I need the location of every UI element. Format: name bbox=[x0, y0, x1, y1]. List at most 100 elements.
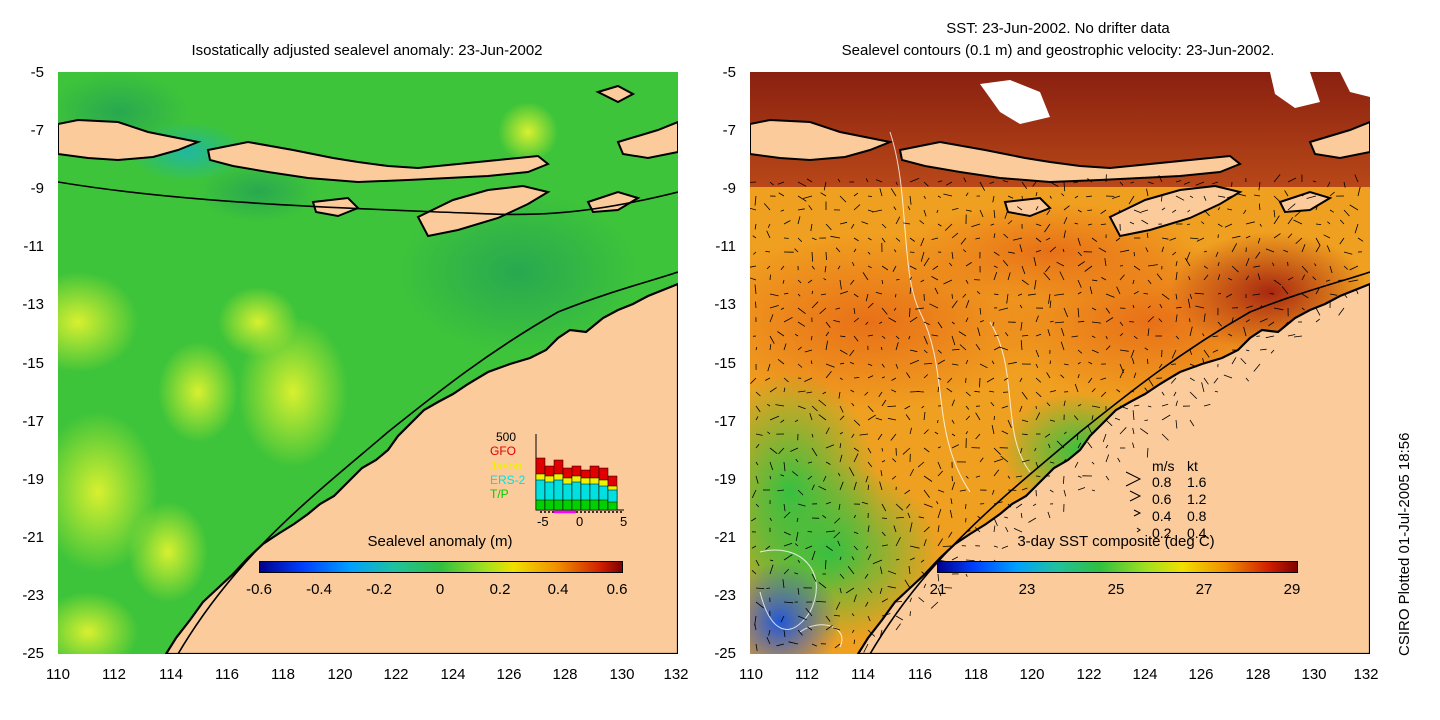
velocity-arrow bbox=[993, 233, 996, 239]
velocity-arrow bbox=[923, 429, 929, 435]
velocity-arrow bbox=[1189, 318, 1191, 323]
velocity-arrow bbox=[881, 279, 884, 284]
velocity-arrow bbox=[825, 530, 836, 533]
velocity-arrow bbox=[951, 399, 955, 407]
velocity-arrow bbox=[1047, 329, 1051, 337]
velocity-arrow bbox=[1287, 217, 1294, 225]
velocity-arrow bbox=[1035, 206, 1039, 211]
velocity-arrow bbox=[993, 334, 999, 337]
velocity-arrow bbox=[965, 262, 972, 267]
velocity-arrow bbox=[881, 237, 886, 243]
velocity-arrow bbox=[806, 391, 813, 394]
velocity-arrow bbox=[797, 629, 803, 636]
velocity-arrow bbox=[1213, 377, 1219, 384]
velocity-arrow bbox=[1077, 475, 1082, 478]
velocity-arrow bbox=[951, 207, 959, 211]
right-x-tick: 116 bbox=[908, 666, 932, 683]
velocity-arrow bbox=[1329, 265, 1333, 274]
velocity-arrow bbox=[1343, 209, 1350, 217]
velocity-arrow bbox=[946, 387, 953, 393]
velocity-arrow bbox=[864, 573, 869, 579]
velocity-arrow bbox=[1000, 455, 1009, 463]
velocity-arrow bbox=[1048, 293, 1051, 304]
velocity-arrow bbox=[811, 447, 818, 457]
velocity-arrow bbox=[864, 391, 869, 396]
velocity-arrow bbox=[795, 531, 799, 541]
velocity-arrow bbox=[783, 503, 786, 512]
sst-colorbar-label: 3-day SST composite (deg C) bbox=[1017, 533, 1215, 550]
left-x-tick: 126 bbox=[496, 666, 522, 683]
velocity-arrow bbox=[867, 629, 876, 637]
velocity-arrow bbox=[1257, 237, 1261, 244]
sst-colorbar-tick: 29 bbox=[1283, 581, 1301, 598]
velocity-arrow bbox=[993, 415, 995, 421]
velocity-arrow bbox=[979, 377, 981, 388]
velocity-arrow bbox=[1091, 279, 1098, 282]
velocity-arrow bbox=[1035, 223, 1042, 227]
velocity-arrow bbox=[769, 344, 772, 351]
velocity-arrow bbox=[875, 291, 883, 295]
velocity-arrow bbox=[839, 415, 845, 421]
velocity-arrow bbox=[1315, 287, 1320, 295]
velocity-arrow bbox=[1017, 293, 1023, 296]
velocity-arrow bbox=[825, 251, 827, 261]
velocity-arrow bbox=[823, 181, 827, 191]
velocity-arrow bbox=[867, 484, 870, 491]
velocity-arrow bbox=[851, 433, 855, 438]
velocity-arrow bbox=[1077, 362, 1081, 365]
left-x-tick: 120 bbox=[327, 666, 353, 683]
velocity-arrow bbox=[1105, 307, 1111, 314]
velocity-arrow bbox=[769, 559, 774, 562]
velocity-arrow bbox=[991, 425, 995, 435]
velocity-arrow bbox=[1245, 319, 1250, 323]
right-y-tick: -13 bbox=[714, 296, 736, 313]
velocity-arrow bbox=[839, 291, 849, 295]
left-y-tick: -9 bbox=[30, 180, 44, 197]
velocity-arrow bbox=[835, 601, 841, 610]
velocity-arrow bbox=[1015, 503, 1023, 509]
velocity-arrow bbox=[949, 262, 953, 267]
velocity-arrow bbox=[1147, 377, 1154, 387]
velocity-arrow bbox=[1077, 291, 1082, 295]
velocity-arrow bbox=[875, 179, 883, 183]
velocity-arrow bbox=[1158, 175, 1163, 183]
velocity-arrow bbox=[1254, 194, 1261, 197]
velocity-arrow bbox=[1003, 233, 1009, 239]
velocity-arrow bbox=[766, 637, 771, 645]
velocity-arrow bbox=[769, 293, 779, 297]
velocity-arrow bbox=[1077, 487, 1086, 491]
velocity-arrow bbox=[766, 230, 771, 239]
velocity-arrow bbox=[865, 321, 869, 325]
velocity-arrow bbox=[853, 531, 859, 534]
velocity-arrow bbox=[783, 316, 793, 323]
velocity-arrow bbox=[1035, 377, 1042, 383]
velocity-arrow bbox=[867, 447, 872, 454]
velocity-arrow bbox=[965, 279, 969, 284]
velocity-arrow bbox=[937, 321, 943, 329]
velocity-arrow bbox=[881, 598, 888, 603]
velocity-arrow bbox=[865, 601, 869, 607]
right-map-title-line2: Sealevel contours (0.1 m) and geostrophi… bbox=[841, 42, 1275, 59]
velocity-arrow bbox=[1295, 237, 1303, 244]
velocity-arrow bbox=[777, 489, 785, 492]
velocity-arrow bbox=[797, 503, 806, 507]
velocity-arrow bbox=[769, 447, 778, 455]
velocity-arrow bbox=[1021, 433, 1028, 436]
velocity-arrow bbox=[1272, 262, 1275, 267]
velocity-arrow bbox=[825, 545, 833, 552]
velocity-arrow bbox=[1203, 209, 1210, 217]
velocity-arrow bbox=[944, 223, 953, 231]
velocity-arrow bbox=[780, 307, 785, 310]
velocity-arrow bbox=[1049, 300, 1052, 309]
velocity-arrow bbox=[825, 223, 832, 231]
velocity-arrow bbox=[797, 363, 803, 368]
velocity-arrow bbox=[962, 293, 967, 298]
velocity-arrow bbox=[1315, 204, 1319, 211]
velocity-arrow bbox=[1005, 526, 1009, 533]
velocity-arrow bbox=[811, 484, 815, 491]
velocity-arrow bbox=[1091, 388, 1096, 393]
velocity-arrow bbox=[867, 265, 872, 269]
velocity-arrow bbox=[916, 391, 925, 393]
velocity-arrow bbox=[872, 559, 883, 565]
velocity-arrow bbox=[891, 475, 897, 480]
